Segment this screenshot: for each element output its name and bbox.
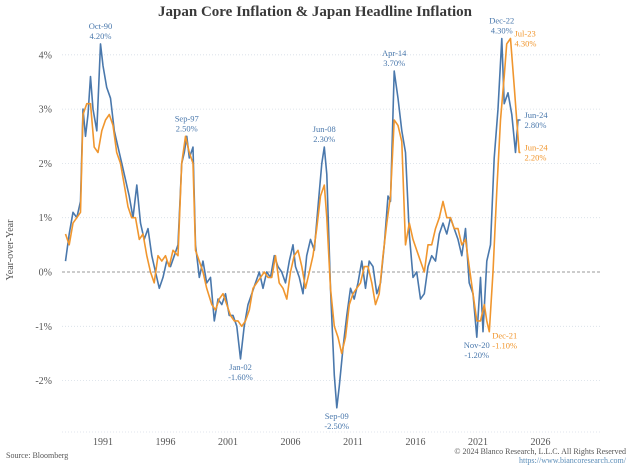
annotation-value: 4.30% — [515, 39, 537, 49]
annotation: Nov-20-1.20% — [464, 340, 490, 360]
copyright-block: © 2024 Blanco Research, L.L.C. All Right… — [454, 447, 626, 465]
annotation-date: Jan-02 — [229, 362, 252, 372]
annotation-date: Oct-90 — [89, 21, 113, 31]
annotation: Sep-972.50% — [175, 113, 199, 133]
x-tick-label: 1996 — [156, 437, 176, 448]
website-link[interactable]: https://www.biancoresearch.com/ — [518, 456, 626, 465]
annotation-value: -1.10% — [492, 341, 517, 351]
annotation-value: -1.60% — [228, 372, 253, 382]
annotation-value: 3.70% — [383, 58, 405, 68]
annotation-date: Jun-24 — [525, 143, 549, 153]
annotation: Jan-02-1.60% — [228, 362, 253, 382]
annotation-date: Sep-97 — [175, 113, 199, 123]
annotation-value: 4.30% — [491, 26, 513, 36]
annotation-date: Dec-21 — [492, 331, 517, 341]
x-tick-label: 2021 — [468, 437, 488, 448]
annotation-date: Nov-20 — [464, 340, 490, 350]
annotation-value: 2.20% — [525, 153, 547, 163]
annotations: Oct-904.20% Sep-972.50% Jan-02-1.60% Jun-08… — [89, 16, 549, 431]
y-axis-ticks: 4% 3% 2% 1% 0% -1% -2% — [35, 50, 52, 387]
y-tick-label: -2% — [35, 376, 52, 387]
x-tick-label: 2001 — [218, 437, 238, 448]
x-tick-label: 2026 — [531, 437, 551, 448]
annotation: Jun-082.30% — [313, 124, 336, 144]
annotation: Dec-224.30% — [489, 16, 514, 36]
annotation-date: Jun-08 — [313, 124, 336, 134]
y-tick-label: 2% — [39, 159, 52, 170]
annotation: Jun-242.20% — [525, 143, 549, 163]
core-inflation-line — [64, 37, 521, 409]
y-axis-label: Year-over-Year — [5, 219, 16, 281]
y-tick-label: -1% — [35, 322, 52, 333]
annotation-value: -2.50% — [324, 421, 349, 431]
x-tick-label: 2011 — [343, 437, 363, 448]
source-note: Source: Bloomberg — [6, 451, 69, 460]
annotation-date: Sep-09 — [325, 411, 349, 421]
y-tick-label: 3% — [39, 105, 52, 116]
y-tick-label: 0% — [39, 268, 52, 279]
annotation-date: Apr-14 — [382, 48, 407, 58]
annotation: Jun-242.80% — [525, 110, 549, 130]
annotation: Oct-904.20% — [89, 21, 113, 41]
chart-title: Japan Core Inflation & Japan Headline In… — [158, 4, 472, 20]
annotation-value: 2.50% — [176, 123, 198, 133]
annotation-value: 2.80% — [525, 120, 547, 130]
x-axis-ticks: 1991 1996 2001 2006 2011 2016 2021 2026 — [93, 437, 551, 448]
copyright-text: © 2024 Blanco Research, L.L.C. All Right… — [454, 447, 626, 456]
annotation-date: Dec-22 — [489, 16, 514, 26]
annotation-date: Jun-24 — [525, 110, 549, 120]
annotation: Sep-09-2.50% — [324, 411, 349, 431]
y-tick-label: 1% — [39, 213, 52, 224]
annotation: Jul-234.30% — [515, 29, 537, 49]
y-tick-label: 4% — [39, 50, 52, 61]
annotation-date: Jul-23 — [515, 29, 536, 39]
x-tick-label: 1991 — [93, 437, 113, 448]
annotation: Dec-21-1.10% — [492, 331, 517, 351]
x-tick-label: 2016 — [406, 437, 426, 448]
annotation-value: 2.30% — [313, 134, 335, 144]
gridlines — [62, 54, 600, 433]
annotation-value: -1.20% — [464, 350, 489, 360]
annotation-value: 4.20% — [90, 31, 112, 41]
x-tick-label: 2006 — [281, 437, 301, 448]
annotation: Apr-143.70% — [382, 48, 407, 68]
headline-inflation-line — [64, 37, 521, 355]
series-lines — [64, 37, 521, 409]
